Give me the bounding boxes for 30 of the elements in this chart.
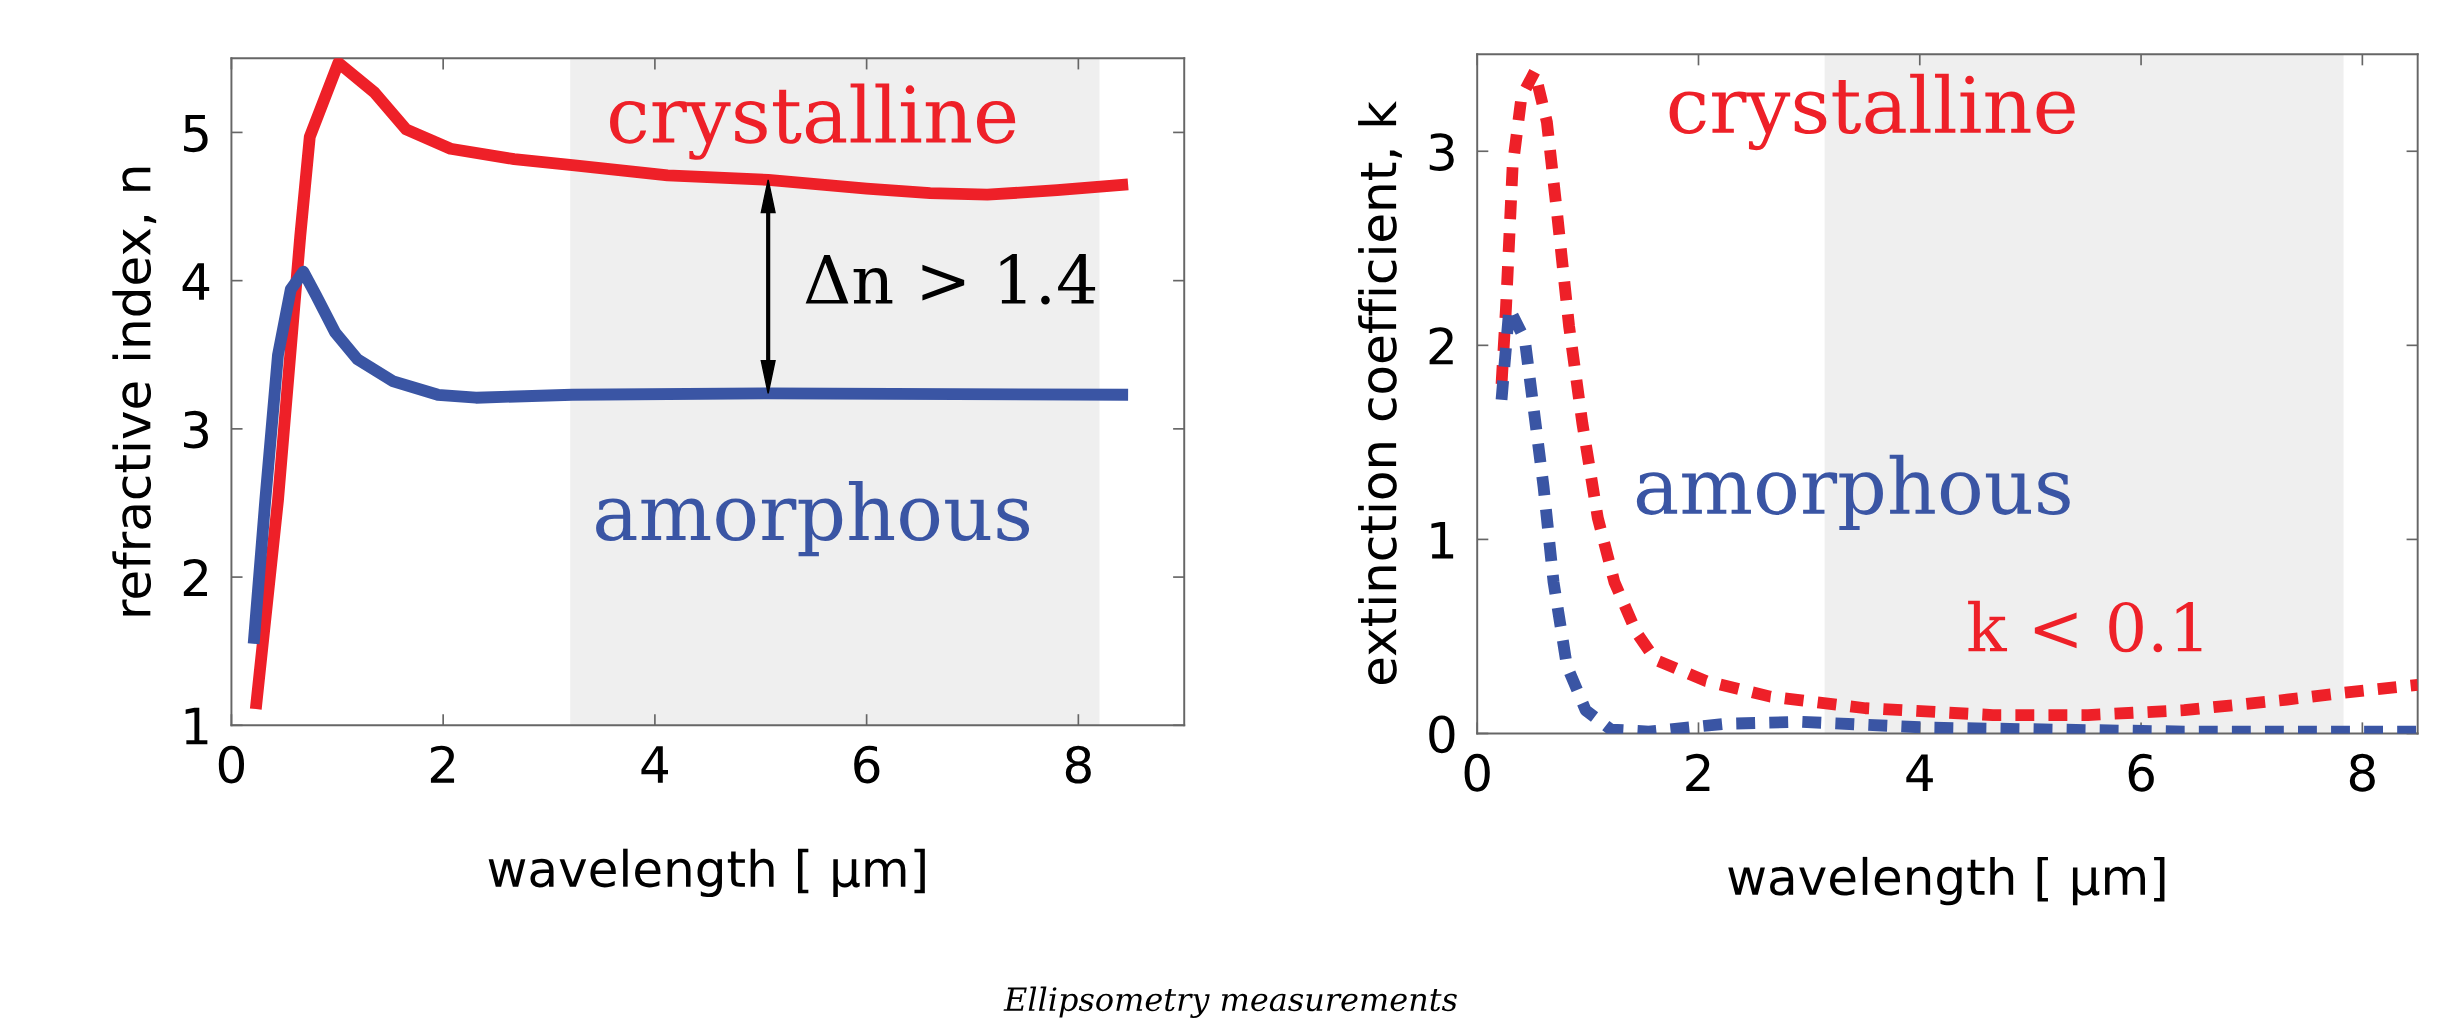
- y-tick-label: 4: [182, 263, 210, 300]
- y-tick-label: 5: [184, 114, 208, 153]
- y-tick-label: 1: [1431, 521, 1454, 559]
- x-tick-label: 0: [1464, 753, 1490, 792]
- series-label: crystalline: [610, 83, 1016, 160]
- y-tick-label: 0: [1429, 715, 1455, 754]
- y-tick-label: 3: [1429, 133, 1454, 171]
- series-label: amorphous: [1636, 454, 2070, 530]
- x-tick-label: 6: [2128, 753, 2154, 792]
- x-axis-title: wavelength [ μm]: [488, 848, 925, 898]
- x-tick-label: 8: [2349, 753, 2375, 792]
- y-tick-label: 3: [183, 410, 208, 449]
- y-tick-label: 2: [1429, 327, 1453, 365]
- series-label: crystalline: [1669, 73, 2075, 151]
- x-tick-label: 4: [1906, 754, 1933, 791]
- annotation: k < 0.1: [1968, 600, 2202, 653]
- annotation: Δn > 1.4: [805, 254, 1096, 305]
- y-axis-title: refractive index, n: [112, 167, 157, 616]
- x-tick-label: 6: [854, 745, 880, 784]
- x-tick-label: 0: [218, 745, 245, 784]
- y-tick-label: 2: [183, 558, 207, 597]
- x-axis-title: wavelength [ μm]: [1728, 856, 2165, 906]
- y-tick-label: 1: [185, 707, 208, 745]
- series-label: amorphous: [596, 480, 1030, 557]
- text: Ellipsometry measurements: [1003, 986, 1457, 1018]
- x-tick-label: 2: [430, 745, 455, 783]
- y-axis-title: extinction coefficient, k: [1358, 101, 1402, 685]
- x-tick-label: 8: [1065, 745, 1091, 784]
- x-tick-label: 4: [641, 746, 668, 783]
- x-tick-label: 2: [1686, 753, 1710, 791]
